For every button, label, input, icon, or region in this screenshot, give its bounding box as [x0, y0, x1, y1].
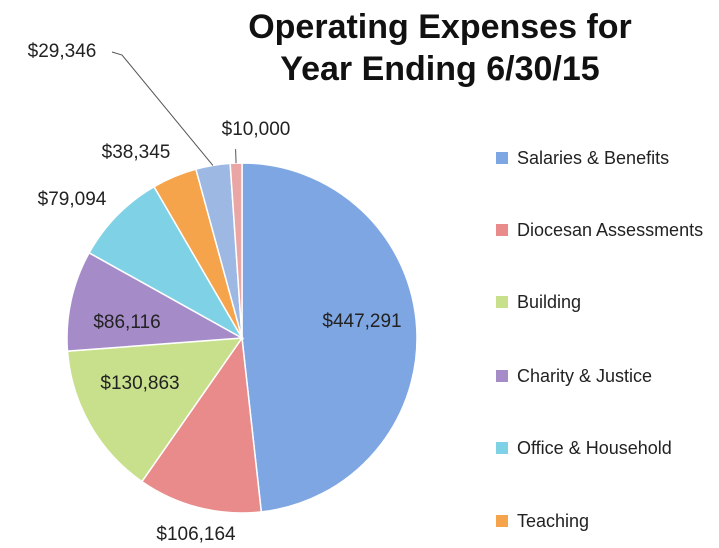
chart-title: Operating Expenses for [248, 8, 632, 46]
legend-swatch [496, 152, 508, 164]
legend-swatch [496, 515, 508, 527]
data-label: $106,164 [156, 524, 236, 545]
pie-slice [140, 335, 263, 514]
data-label: $38,345 [102, 142, 171, 163]
legend-swatch [496, 442, 508, 454]
chart-title: Year Ending 6/30/15 [280, 50, 600, 88]
pie-slice [241, 162, 418, 513]
leader-line [111, 51, 214, 166]
pie-slice [88, 185, 245, 340]
data-label: $29,346 [28, 41, 97, 62]
legend-label: Diocesan Assessments [517, 220, 704, 240]
legend-label: Charity & Justice [517, 366, 653, 386]
data-label: $447,291 [322, 311, 401, 332]
legend-label: Office & Household [517, 438, 672, 458]
data-label: $10,000 [222, 119, 291, 140]
data-label: $79,094 [38, 189, 107, 210]
legend-label: Salaries & Benefits [517, 148, 670, 168]
pie-slice [66, 251, 245, 352]
legend-label: Teaching [517, 511, 590, 531]
pie-slice [66, 337, 244, 483]
data-label: $130,863 [100, 373, 179, 394]
legend-swatch [496, 224, 508, 236]
legend-label: Building [517, 292, 582, 312]
pie-slice [229, 162, 243, 339]
legend-swatch [496, 370, 508, 382]
legend-swatch [496, 296, 508, 308]
data-label: $86,116 [93, 312, 160, 333]
